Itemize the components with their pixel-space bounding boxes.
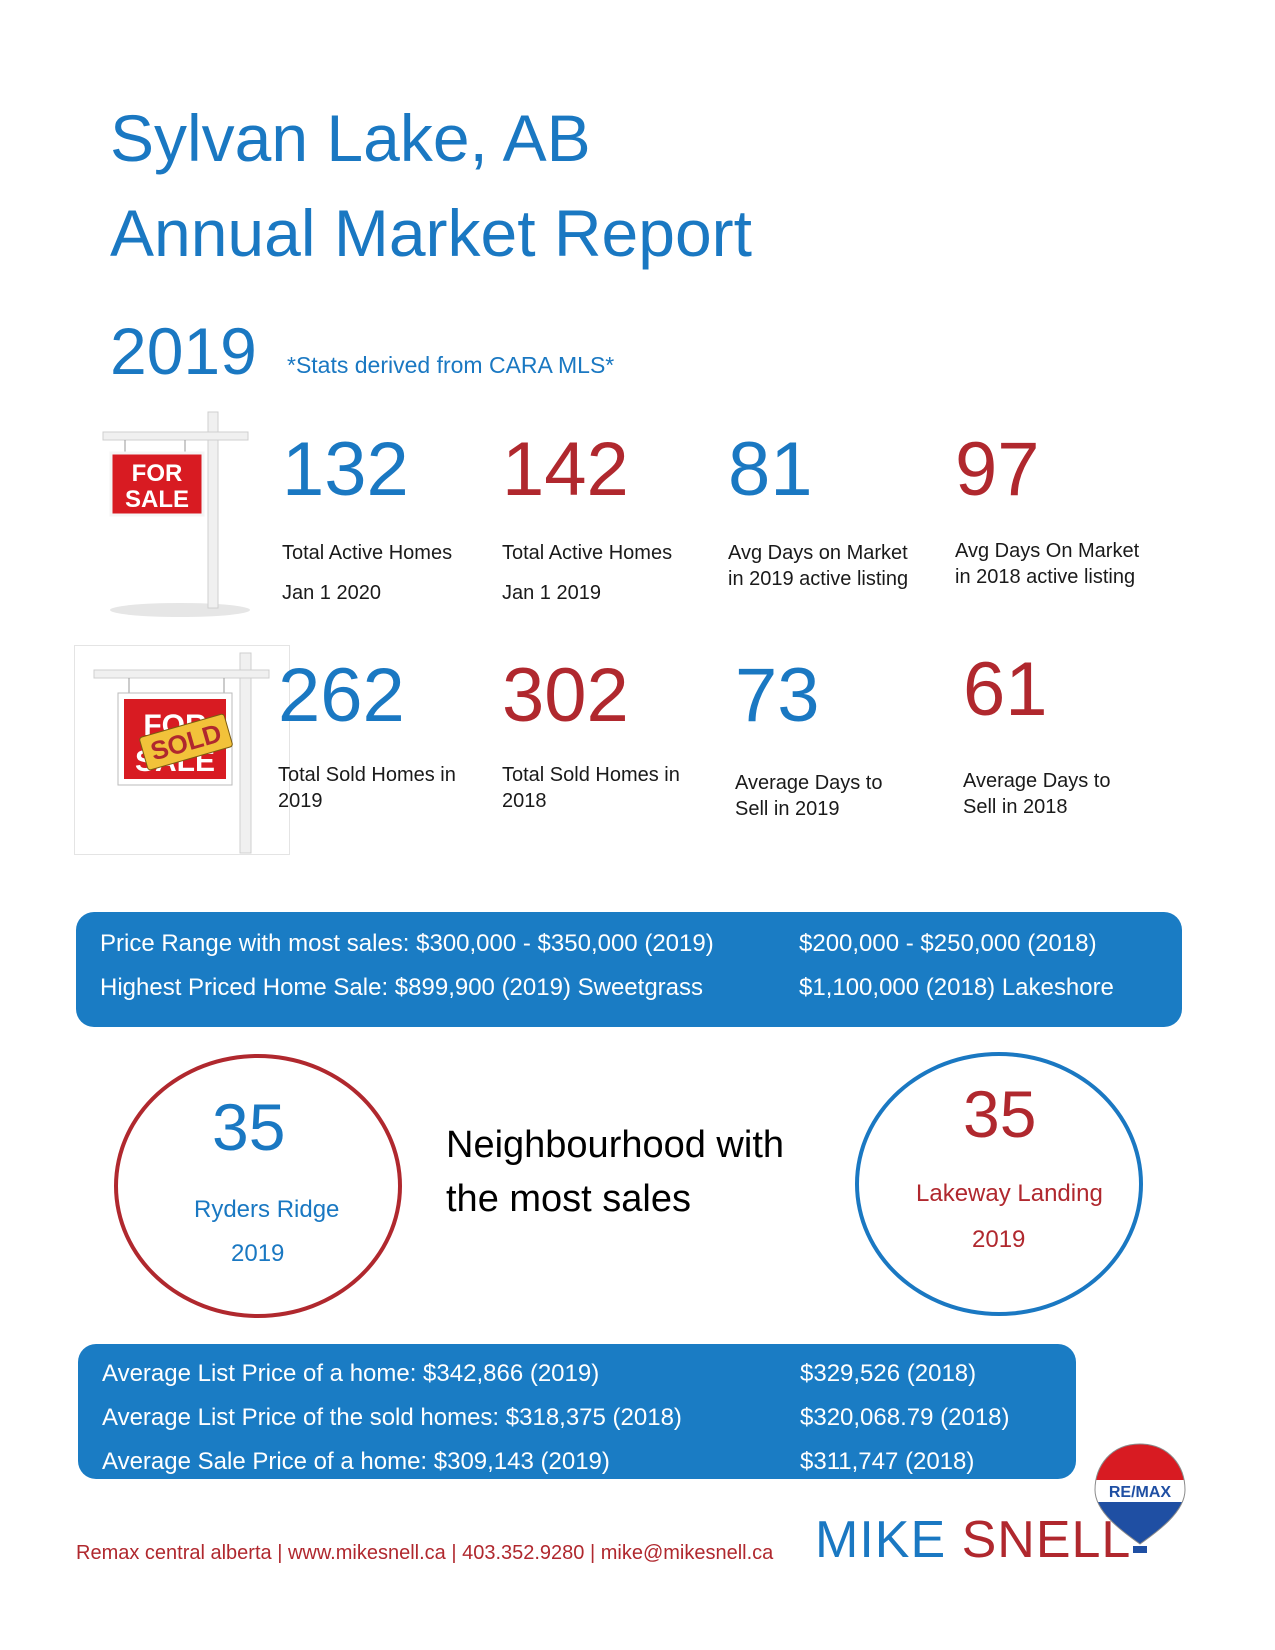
neighbourhood-left-name: Ryders Ridge <box>194 1196 340 1223</box>
avg-list-price-2019: Average List Price of a home: $342,866 (… <box>102 1360 600 1387</box>
stat-dom-2019-label1: Avg Days on Market <box>728 542 908 564</box>
avg-list-price-2018: $329,526 (2018) <box>800 1360 977 1387</box>
stat-active-2019-label2: Jan 1 2019 <box>502 582 601 604</box>
stat-sell-days-2018-value: 61 <box>963 647 1048 732</box>
stat-dom-2018-value: 97 <box>955 427 1040 512</box>
stat-sell-days-2019-value: 73 <box>735 653 820 738</box>
avg-list-sold-left: Average List Price of the sold homes: $3… <box>102 1404 682 1431</box>
stat-dom-2019-label2: in 2019 active listing <box>728 568 909 590</box>
stat-active-2020-label1: Total Active Homes <box>282 542 453 564</box>
stat-sold-2018-label2: 2018 <box>502 790 547 812</box>
for-sale-text-bottom: SALE <box>125 486 189 513</box>
neighbourhood-heading: Neighbourhood with the most sales <box>446 1118 784 1226</box>
neighbourhood-circle-2018: 35 Lakeway Landing 2019 <box>855 1052 1143 1316</box>
neighbourhood-heading-line1: Neighbourhood with <box>446 1124 785 1166</box>
stat-sold-2019-label2: 2019 <box>278 790 323 812</box>
average-price-band: Average List Price of a home: $342,866 (… <box>78 1344 1076 1479</box>
for-sale-sign-image: FOR SALE <box>102 411 250 617</box>
stat-sold-2018-value: 302 <box>502 653 629 738</box>
source-note: *Stats derived from CARA MLS* <box>287 352 615 378</box>
brand-name: MIKE SNELL <box>815 1510 1131 1570</box>
neighbourhood-right-name: Lakeway Landing <box>916 1180 1103 1207</box>
neighbourhood-right-year: 2019 <box>972 1226 1026 1253</box>
stat-sell-days-2018-label1: Average Days to <box>963 770 1111 792</box>
title-location: Sylvan Lake, AB <box>110 101 591 175</box>
brand-first-name: MIKE <box>815 1511 947 1569</box>
neighbourhood-left-year: 2019 <box>231 1240 285 1267</box>
avg-list-sold-right: $320,068.79 (2018) <box>800 1404 1010 1431</box>
for-sale-text-top: FOR <box>132 460 183 487</box>
stat-sold-2019-label1: Total Sold Homes in <box>278 764 456 786</box>
neighbourhood-circle-2019: 35 Ryders Ridge 2019 <box>114 1054 402 1318</box>
brand-last-name: SNELL <box>961 1511 1132 1569</box>
price-range-2018: $200,000 - $250,000 (2018) <box>799 930 1097 957</box>
footer-contact: Remax central alberta | www.mikesnell.ca… <box>76 1542 774 1564</box>
avg-sale-price-2019: Average Sale Price of a home: $309,143 (… <box>102 1448 610 1475</box>
stat-sell-days-2019-label1: Average Days to <box>735 772 883 794</box>
neighbourhood-heading-line2: the most sales <box>446 1178 691 1220</box>
stat-dom-2019-value: 81 <box>728 427 813 512</box>
neighbourhood-right-value: 35 <box>963 1077 1037 1151</box>
stat-sell-days-2019-label2: Sell in 2019 <box>735 798 840 820</box>
remax-logo-text: RE/MAX <box>1109 1484 1172 1501</box>
price-range-band: Price Range with most sales: $300,000 - … <box>76 912 1182 1027</box>
sold-sign-image: FOR SALE SOLD <box>74 645 290 855</box>
stat-active-2019-label1: Total Active Homes <box>502 542 673 564</box>
stat-active-2020-value: 132 <box>282 427 409 512</box>
avg-sale-price-2018: $311,747 (2018) <box>800 1448 975 1475</box>
report-year: 2019 <box>110 314 257 388</box>
stat-active-2019-value: 142 <box>502 427 629 512</box>
stat-dom-2018-label1: Avg Days On Market <box>955 540 1140 562</box>
price-range-2019: Price Range with most sales: $300,000 - … <box>100 930 714 957</box>
stat-active-2020-label2: Jan 1 2020 <box>282 582 381 604</box>
stat-sold-2018-label1: Total Sold Homes in <box>502 764 680 786</box>
stat-sell-days-2018-label2: Sell in 2018 <box>963 796 1068 818</box>
remax-balloon-logo: RE/MAX <box>1094 1443 1186 1553</box>
highest-sale-2018: $1,100,000 (2018) Lakeshore <box>799 974 1114 1001</box>
stat-sold-2019-value: 262 <box>278 653 405 738</box>
stat-dom-2018-label2: in 2018 active listing <box>955 566 1136 588</box>
neighbourhood-left-value: 35 <box>212 1090 286 1164</box>
highest-sale-2019: Highest Priced Home Sale: $899,900 (2019… <box>100 974 703 1001</box>
title-report: Annual Market Report <box>110 196 752 270</box>
